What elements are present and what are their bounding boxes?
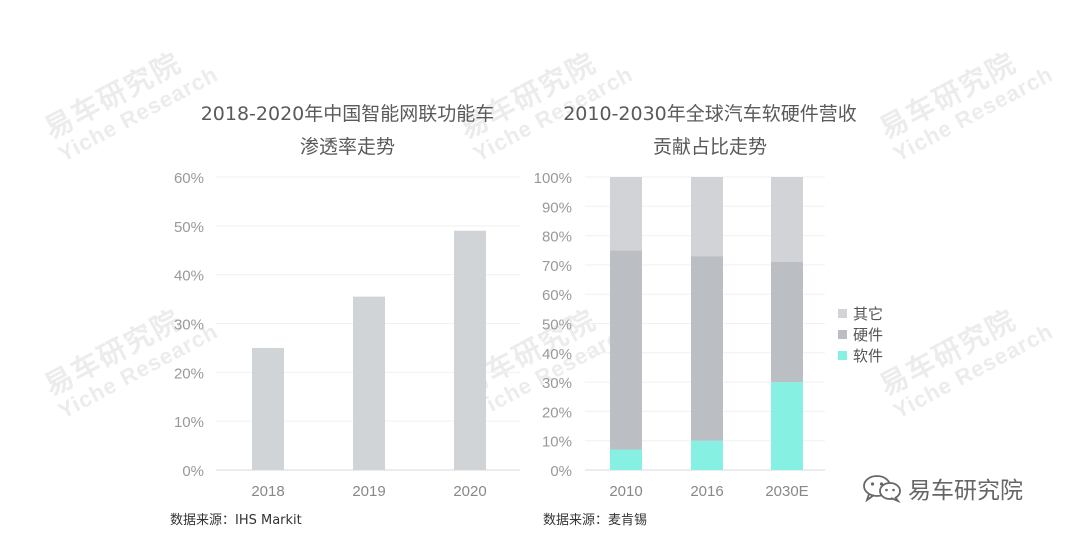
right-ytick-label: 90%: [542, 199, 572, 216]
left-bar-2018: [252, 347, 284, 470]
right-ytick-label: 10%: [542, 434, 572, 451]
right-title-line2: 贡献占比走势: [652, 136, 767, 158]
brand-name: 易车研究院: [908, 478, 1023, 504]
right-bar-software-2016: [691, 440, 723, 470]
right-ytick-label: 40%: [542, 346, 572, 363]
right-ytick-label: 70%: [542, 258, 572, 275]
right-bar-other-2016: [691, 177, 723, 257]
right-ytick-label: 100%: [534, 170, 572, 187]
right-bar-other-2010: [610, 177, 642, 251]
legend-item-other: 其它: [838, 303, 883, 324]
legend-item-hardware: 硬件: [838, 324, 883, 345]
left-chart-title: 2018-2020年中国智能网联功能车 渗透率走势: [170, 98, 525, 164]
legend: 其它 硬件 软件: [838, 303, 883, 366]
left-ytick-label: 40%: [174, 268, 204, 285]
left-xtick-label: 2020: [453, 483, 486, 500]
left-source: 数据来源：IHS Markit: [170, 513, 302, 528]
right-xtick-label: 2016: [690, 483, 723, 500]
legend-label-software: 软件: [853, 347, 884, 365]
left-xtick-label: 2018: [251, 483, 284, 500]
legend-label-other: 其它: [853, 305, 884, 323]
legend-swatch-hardware: [838, 330, 847, 339]
legend-swatch-other: [838, 309, 847, 318]
left-ytick-label: 0%: [182, 463, 204, 480]
right-chart-title: 2010-2030年全球汽车软硬件营收 贡献占比走势: [535, 98, 885, 164]
left-bar-2020: [454, 230, 486, 470]
right-ytick-label: 30%: [542, 375, 572, 392]
right-bar-software-2010: [610, 449, 642, 470]
right-ytick-label: 60%: [542, 287, 572, 304]
legend-label-hardware: 硬件: [853, 326, 884, 344]
right-bar-hardware-2016: [691, 256, 723, 441]
right-title-line1: 2010-2030年全球汽车软硬件营收: [563, 103, 857, 125]
left-ytick-label: 10%: [174, 414, 204, 431]
left-ytick-label: 30%: [174, 317, 204, 334]
left-ytick-label: 60%: [174, 170, 204, 187]
left-bar-2019: [353, 296, 385, 470]
brand: 易车研究院: [862, 471, 1023, 505]
legend-swatch-software: [838, 351, 847, 360]
right-source: 数据来源：麦肯锡: [543, 513, 648, 528]
left-ytick-label: 50%: [174, 219, 204, 236]
right-bar-hardware-2030E: [771, 261, 803, 383]
left-title-line1: 2018-2020年中国智能网联功能车: [200, 103, 495, 125]
wechat-icon: [863, 475, 901, 504]
right-bar-hardware-2010: [610, 250, 642, 450]
right-bar-software-2030E: [771, 382, 803, 470]
right-ytick-label: 50%: [542, 317, 572, 334]
legend-item-software: 软件: [838, 345, 883, 366]
right-ytick-label: 0%: [550, 463, 572, 480]
right-xtick-label: 2030E: [765, 483, 808, 500]
right-xtick-label: 2010: [609, 483, 642, 500]
left-xtick-label: 2019: [352, 483, 385, 500]
right-ytick-label: 80%: [542, 229, 572, 246]
right-bar-other-2030E: [771, 177, 803, 262]
left-ytick-label: 20%: [174, 365, 204, 382]
right-ytick-label: 20%: [542, 404, 572, 421]
left-title-line2: 渗透率走势: [299, 136, 395, 158]
